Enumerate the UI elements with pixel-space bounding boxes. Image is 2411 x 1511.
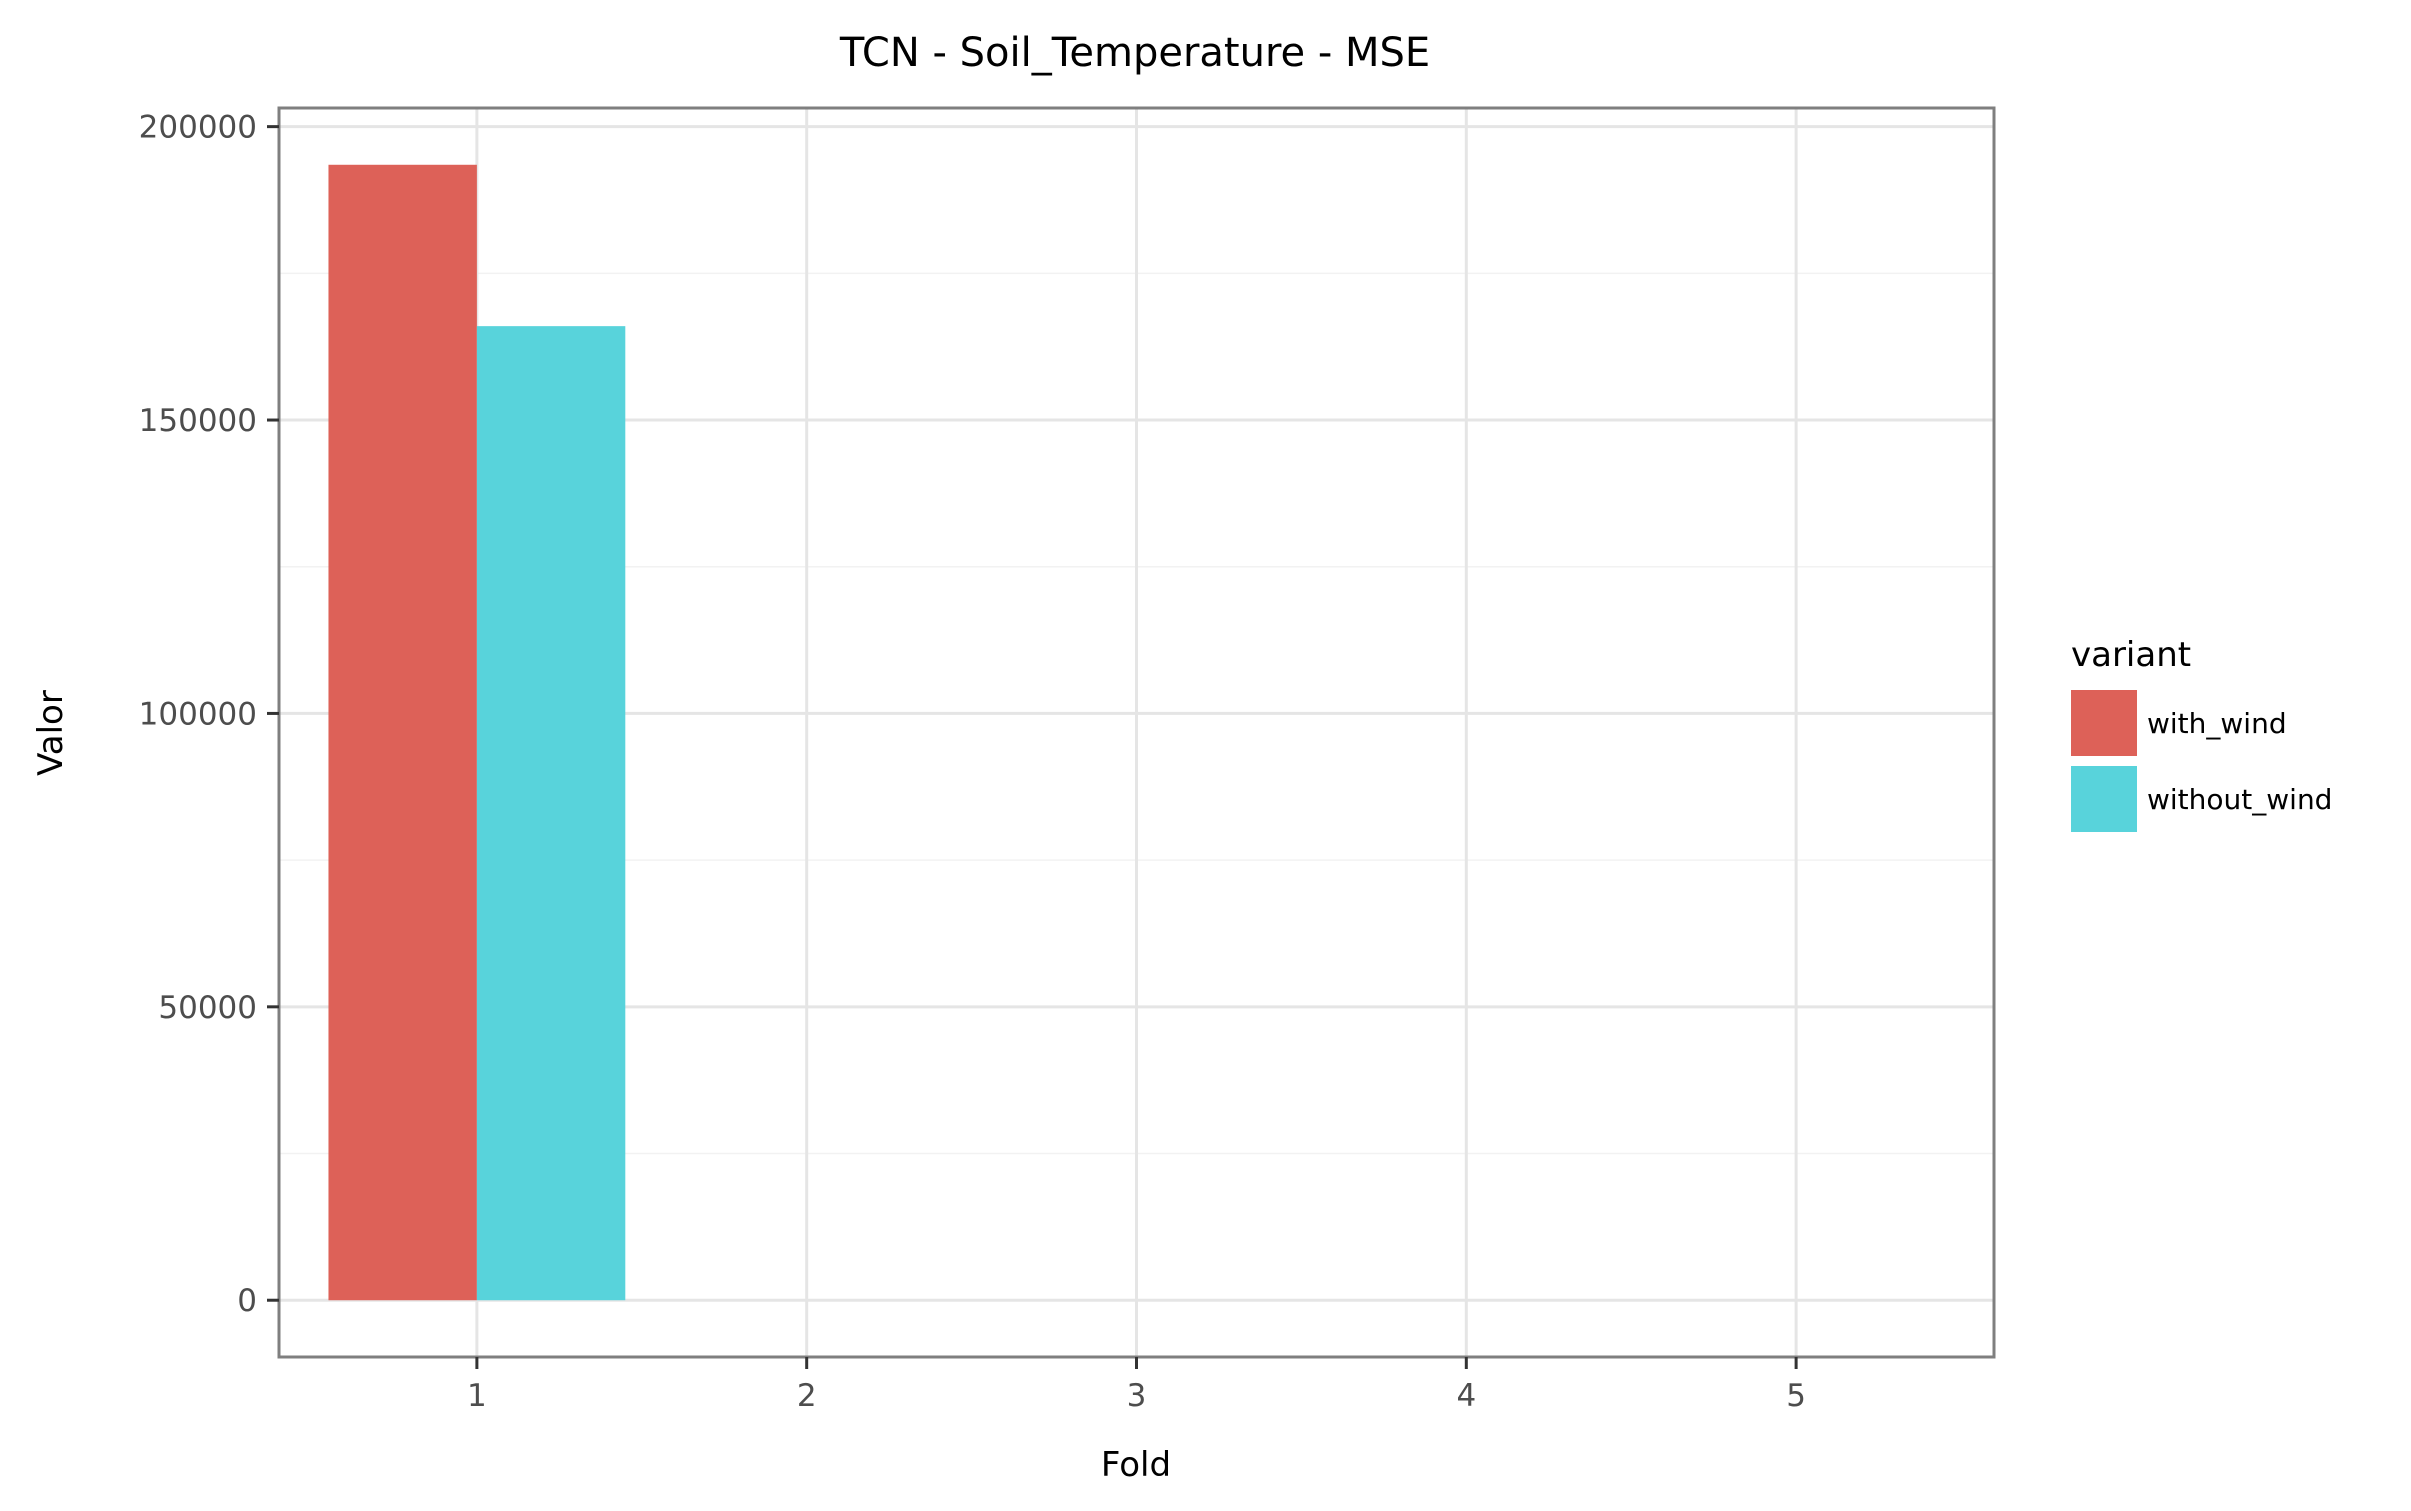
legend-label-with-wind: with_wind (2147, 707, 2287, 740)
y-tick-label: 150000 (139, 403, 257, 439)
x-tick-label: 4 (1456, 1378, 1476, 1414)
x-tick-label: 5 (1786, 1378, 1806, 1414)
y-tick-label: 50000 (158, 990, 257, 1026)
legend-key-with-wind (2071, 690, 2137, 756)
x-axis: 1 2 3 4 5 (467, 1357, 1806, 1414)
x-tick-label: 2 (797, 1378, 817, 1414)
legend: variant with_wind without_wind (2071, 635, 2332, 832)
chart-title: TCN - Soil_Temperature - MSE (839, 30, 1430, 76)
y-tick-label: 0 (237, 1283, 257, 1319)
x-axis-title: Fold (1101, 1445, 1171, 1485)
legend-key-without-wind (2071, 766, 2137, 832)
y-tick-label: 100000 (139, 696, 257, 732)
y-tick-label: 200000 (139, 110, 257, 146)
legend-label-without-wind: without_wind (2147, 783, 2332, 816)
legend-title: variant (2071, 635, 2191, 675)
x-tick-label: 1 (467, 1378, 487, 1414)
bars (328, 164, 626, 1301)
y-axis-title: Valor (31, 690, 71, 776)
y-axis: 0 50000 100000 150000 200000 (139, 110, 279, 1319)
bar-with-wind-fold-1 (328, 164, 477, 1301)
bar-without-wind-fold-1 (476, 326, 626, 1301)
x-tick-label: 3 (1127, 1378, 1147, 1414)
